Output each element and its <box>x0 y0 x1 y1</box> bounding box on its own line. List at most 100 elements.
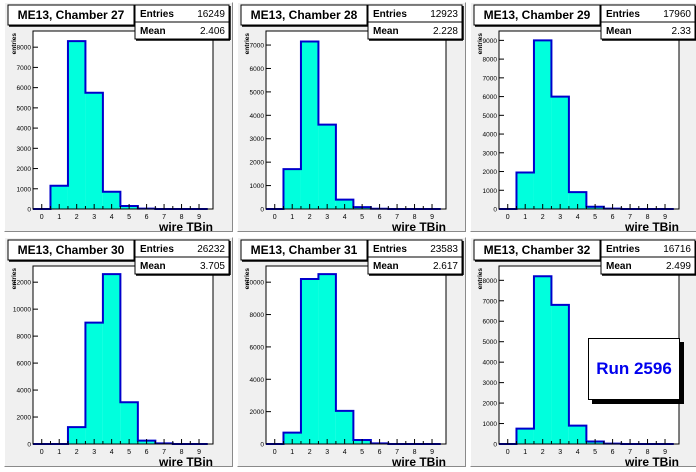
x-tick-label: 6 <box>378 214 382 221</box>
y-tick-label: 8000 <box>483 57 498 64</box>
histogram-bar <box>568 425 587 444</box>
y-axis-title: entries <box>244 268 251 290</box>
x-tick-label: 1 <box>523 214 527 221</box>
x-tick-label: 0 <box>506 449 510 456</box>
histogram-bar <box>50 185 68 209</box>
x-tick-label: 8 <box>180 449 184 456</box>
y-tick-label: 6000 <box>483 94 498 101</box>
x-tick-label: 7 <box>395 449 399 456</box>
y-tick-label: 10000 <box>246 280 264 287</box>
histogram-title: ME13, Chamber 28 <box>251 8 358 22</box>
histogram-title: ME13, Chamber 27 <box>18 8 125 22</box>
stats-mean-label: Mean <box>140 261 166 272</box>
histogram-bar <box>516 172 534 209</box>
plot-frame <box>265 265 447 445</box>
stats-entries-label: Entries <box>373 244 407 255</box>
histogram-chart: 0 1 2 3 4 5 6 7 8 9 0 2000 4000 6000 8000 10000 wire TBi… <box>240 239 464 468</box>
histogram-bar <box>67 427 86 444</box>
histogram-chart: 0 1 2 3 4 5 6 7 8 9 0 1000 2000 3000 4000 5000 6000 7000 8… <box>7 4 231 233</box>
histogram-title: ME13, Chamber 29 <box>484 8 591 22</box>
x-tick-label: 1 <box>290 214 294 221</box>
stats-mean-label: Mean <box>606 261 632 272</box>
x-tick-label: 3 <box>558 449 562 456</box>
histogram-pad: 0 1 2 3 4 5 6 7 8 9 0 2000 4000 6000 8000 10000 12000 wir… <box>4 237 233 468</box>
stats-entries-value: 16716 <box>663 244 691 255</box>
y-tick-label: 6000 <box>483 319 498 326</box>
x-tick-label: 4 <box>343 214 347 221</box>
x-tick-label: 5 <box>360 449 364 456</box>
x-tick-label: 6 <box>611 449 615 456</box>
y-tick-label: 5000 <box>483 339 498 346</box>
y-tick-label: 4000 <box>17 126 32 133</box>
y-tick-label: 12000 <box>13 280 31 287</box>
x-tick-label: 5 <box>127 214 131 221</box>
histogram-bar <box>120 402 138 444</box>
title-box <box>240 4 368 26</box>
x-tick-label: 9 <box>430 214 434 221</box>
stats-entries-label: Entries <box>140 9 174 20</box>
x-axis-title: wire TBin <box>158 455 213 468</box>
x-tick-label: 0 <box>273 449 277 456</box>
stats-mean-value: 2.617 <box>433 261 458 272</box>
stats-mean-label: Mean <box>606 26 632 37</box>
histogram-title: ME13, Chamber 30 <box>18 243 125 257</box>
x-tick-label: 4 <box>576 214 580 221</box>
plot-frame <box>265 30 447 210</box>
y-tick-label: 7000 <box>250 43 265 50</box>
plot-frame <box>32 30 214 210</box>
x-tick-label: 1 <box>57 214 61 221</box>
x-tick-label: 9 <box>197 449 201 456</box>
y-axis-title: entries <box>11 33 18 55</box>
histogram-bar <box>102 274 121 444</box>
y-tick-label: 0 <box>493 442 497 449</box>
x-tick-label: 9 <box>430 449 434 456</box>
y-tick-label: 0 <box>27 207 31 214</box>
x-tick-label: 3 <box>92 449 96 456</box>
y-tick-label: 8000 <box>483 278 498 285</box>
stats-mean-value: 3.705 <box>200 261 225 272</box>
histogram-bar <box>85 322 103 444</box>
x-tick-label: 0 <box>273 214 277 221</box>
histogram-pad: 0 1 2 3 4 5 6 7 8 9 0 1000 2000 3000 4000 5000 6000 7000 8… <box>4 2 233 233</box>
y-tick-label: 7000 <box>17 65 32 72</box>
plot-frame <box>498 30 680 210</box>
x-tick-label: 7 <box>395 214 399 221</box>
x-tick-label: 7 <box>162 214 166 221</box>
x-tick-label: 1 <box>57 449 61 456</box>
x-tick-label: 4 <box>343 449 347 456</box>
histogram-chart: 0 1 2 3 4 5 6 7 8 9 0 2000 4000 6000 8000 10000 12000 wir… <box>7 239 231 468</box>
title-box <box>7 239 135 261</box>
histogram-bar <box>300 41 319 209</box>
x-axis-title: wire TBin <box>391 455 446 468</box>
x-tick-label: 0 <box>506 214 510 221</box>
title-box <box>473 4 601 26</box>
x-tick-label: 6 <box>611 214 615 221</box>
x-tick-label: 6 <box>145 214 149 221</box>
stats-mean-label: Mean <box>373 26 399 37</box>
histogram-bar <box>300 278 319 444</box>
y-tick-label: 0 <box>27 442 31 449</box>
stats-entries-value: 26232 <box>197 244 225 255</box>
x-axis-title: wire TBin <box>391 220 446 233</box>
stats-mean-value: 2.406 <box>200 26 225 37</box>
histogram-bar <box>85 92 103 209</box>
title-box <box>7 4 135 26</box>
stats-mean-value: 2.228 <box>433 26 458 37</box>
histogram-bar <box>283 432 301 444</box>
histogram-bar <box>283 169 301 209</box>
x-tick-label: 3 <box>558 214 562 221</box>
x-tick-label: 8 <box>413 449 417 456</box>
y-tick-label: 4000 <box>250 377 265 384</box>
histogram-bar <box>551 304 569 444</box>
y-tick-label: 1000 <box>17 186 32 193</box>
histogram-chart: 0 1 2 3 4 5 6 7 8 9 0 1000 2000 3000 4000 5000 6000 7000 w… <box>240 4 464 233</box>
y-tick-label: 10000 <box>13 307 31 314</box>
x-tick-label: 9 <box>663 449 667 456</box>
x-tick-label: 2 <box>308 214 312 221</box>
stats-entries-label: Entries <box>606 9 640 20</box>
x-tick-label: 3 <box>92 214 96 221</box>
y-tick-label: 8000 <box>250 312 265 319</box>
x-tick-label: 5 <box>127 449 131 456</box>
x-tick-label: 8 <box>180 214 184 221</box>
y-tick-label: 7000 <box>483 298 498 305</box>
